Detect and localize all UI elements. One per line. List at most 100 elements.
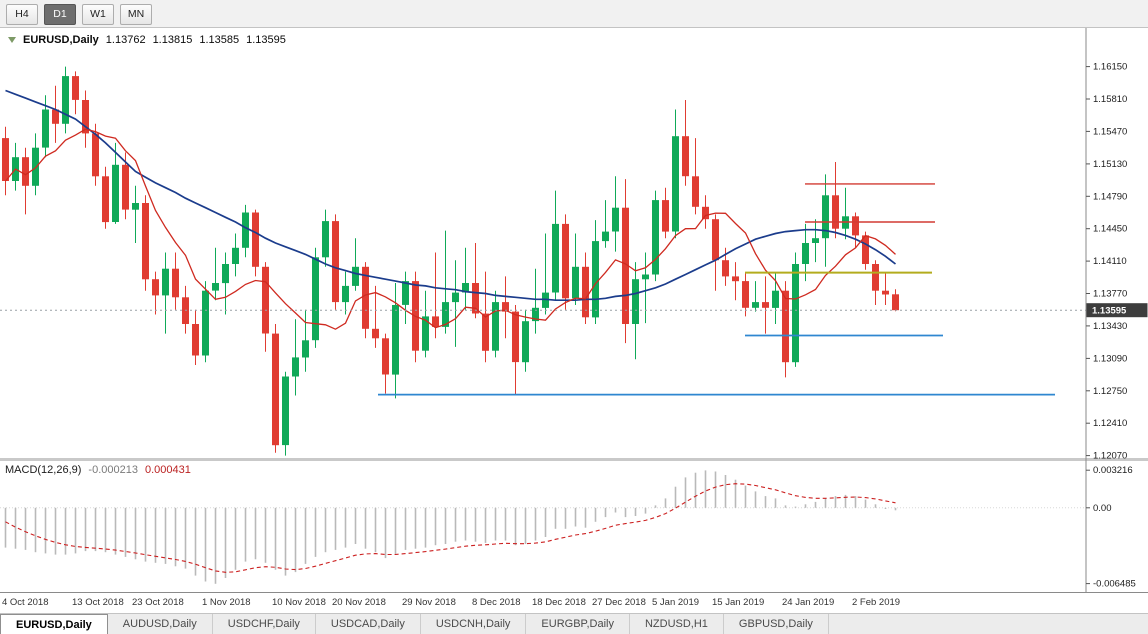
candle-body — [672, 136, 679, 232]
candle-body — [682, 136, 689, 177]
ma-slow-line — [5, 89, 897, 302]
candle-body — [612, 207, 619, 232]
candle-body — [112, 164, 119, 222]
candle-body — [92, 133, 99, 177]
price-tick-label: 1.15470 — [1093, 126, 1127, 137]
candle-body — [652, 200, 659, 275]
candle-body — [152, 279, 159, 296]
chart-tab-audusd[interactable]: AUDUSD,Daily — [108, 614, 213, 634]
candle-body — [772, 290, 779, 308]
ma-fast-line — [5, 128, 896, 330]
candle-body — [402, 281, 409, 305]
price-chart[interactable]: 1.16150 1.15810 1.15470 1.15130 1.14790 1.144… — [0, 28, 1148, 592]
price-tick-label: 1.13770 — [1093, 289, 1127, 300]
price-axis[interactable]: 1.16150 1.15810 1.15470 1.15130 1.14790 1.144… — [1086, 62, 1148, 590]
chart-tab-nzdusd[interactable]: NZDUSD,H1 — [630, 614, 724, 634]
candle-body — [872, 264, 879, 291]
candle-body — [242, 212, 249, 248]
horizontal-lines-group — [378, 183, 1055, 396]
macd-tick-label: -0.006485 — [1093, 579, 1136, 590]
candle-body — [622, 207, 629, 324]
price-tick-label: 1.14790 — [1093, 191, 1127, 202]
candle-body — [272, 333, 279, 446]
chart-tab-gbpusd[interactable]: GBPUSD,Daily — [724, 614, 829, 634]
date-label: 10 Nov 2018 — [272, 597, 326, 608]
macd-histogram — [4, 470, 897, 584]
chart-tab-usdcad[interactable]: USDCAD,Daily — [316, 614, 421, 634]
candle-body — [362, 266, 369, 329]
candle-body — [122, 164, 129, 210]
price-tick-label: 1.13090 — [1093, 353, 1127, 364]
candle-body — [422, 316, 429, 351]
candle-body — [262, 266, 269, 334]
date-label: 5 Jan 2019 — [652, 597, 700, 608]
price-tick-label: 1.14450 — [1093, 224, 1127, 235]
chart-tab-usdchf[interactable]: USDCHF,Daily — [213, 614, 316, 634]
timeframe-button-mn[interactable]: MN — [120, 4, 152, 25]
candle-body — [822, 195, 829, 239]
time-axis[interactable]: 4 Oct 2018 13 Oct 2018 23 Oct 2018 1 Nov 20… — [0, 592, 1148, 613]
candle-body — [572, 266, 579, 299]
chart-tabs-bar: EURUSD,Daily AUDUSD,Daily USDCHF,Daily USDC… — [0, 613, 1148, 634]
candle-body — [742, 281, 749, 308]
timeframe-toolbar: H4 D1 W1 MN — [0, 0, 1148, 28]
macd-signal-line — [5, 483, 896, 573]
candle-body — [482, 313, 489, 351]
candle-body — [532, 307, 539, 322]
candle-body — [642, 274, 649, 280]
candle-body — [592, 241, 599, 318]
candle-body — [562, 223, 569, 299]
candle-body — [252, 212, 259, 267]
candle-body — [752, 302, 759, 308]
candle-body — [892, 294, 899, 311]
pane-separator[interactable] — [0, 458, 1148, 461]
candle-body — [702, 206, 709, 220]
candle-body — [512, 311, 519, 363]
candle-body — [662, 200, 669, 232]
date-label: 23 Oct 2018 — [132, 597, 184, 608]
timeframe-button-h4[interactable]: H4 — [6, 4, 38, 25]
candle-body — [862, 235, 869, 264]
price-tick-label: 1.12750 — [1093, 386, 1127, 397]
candle-body — [472, 283, 479, 314]
candle-body — [432, 316, 439, 327]
candle-body — [172, 268, 179, 298]
current-price-badge — [1086, 303, 1148, 318]
candle-body — [162, 268, 169, 296]
candles-group — [2, 66, 899, 456]
chart-tab-eurusd[interactable]: EURUSD,Daily — [0, 614, 108, 634]
candle-body — [72, 76, 79, 100]
candle-body — [322, 221, 329, 258]
candle-body — [312, 257, 319, 341]
date-label: 18 Dec 2018 — [532, 597, 586, 608]
date-label: 4 Oct 2018 — [2, 597, 49, 608]
chart-tab-usdcnh[interactable]: USDCNH,Daily — [421, 614, 527, 634]
candle-body — [192, 324, 199, 356]
candle-body — [522, 321, 529, 363]
price-tick-label: 1.12070 — [1093, 451, 1127, 462]
candle-body — [762, 302, 769, 308]
chart-tab-eurgbp[interactable]: EURGBP,Daily — [526, 614, 630, 634]
candle-body — [82, 100, 89, 134]
candle-body — [62, 76, 69, 124]
timeframe-button-w1[interactable]: W1 — [82, 4, 114, 25]
candle-body — [2, 138, 9, 181]
price-tick-label: 1.16150 — [1093, 62, 1127, 73]
candle-body — [542, 292, 549, 308]
date-label: 13 Oct 2018 — [72, 597, 124, 608]
candle-body — [232, 247, 239, 264]
candle-body — [332, 221, 339, 303]
price-tick-label: 1.15130 — [1093, 159, 1127, 170]
macd-tick-label: 0.00 — [1093, 503, 1112, 514]
current-price-badge-label: 1.13595 — [1092, 306, 1127, 317]
date-label: 15 Jan 2019 — [712, 597, 765, 608]
candle-body — [732, 276, 739, 282]
candle-body — [882, 290, 889, 295]
candle-body — [372, 328, 379, 339]
candle-body — [282, 376, 289, 446]
date-label: 8 Dec 2018 — [472, 597, 521, 608]
timeframe-button-d1[interactable]: D1 — [44, 4, 76, 25]
date-label: 27 Dec 2018 — [592, 597, 646, 608]
date-label: 20 Nov 2018 — [332, 597, 386, 608]
